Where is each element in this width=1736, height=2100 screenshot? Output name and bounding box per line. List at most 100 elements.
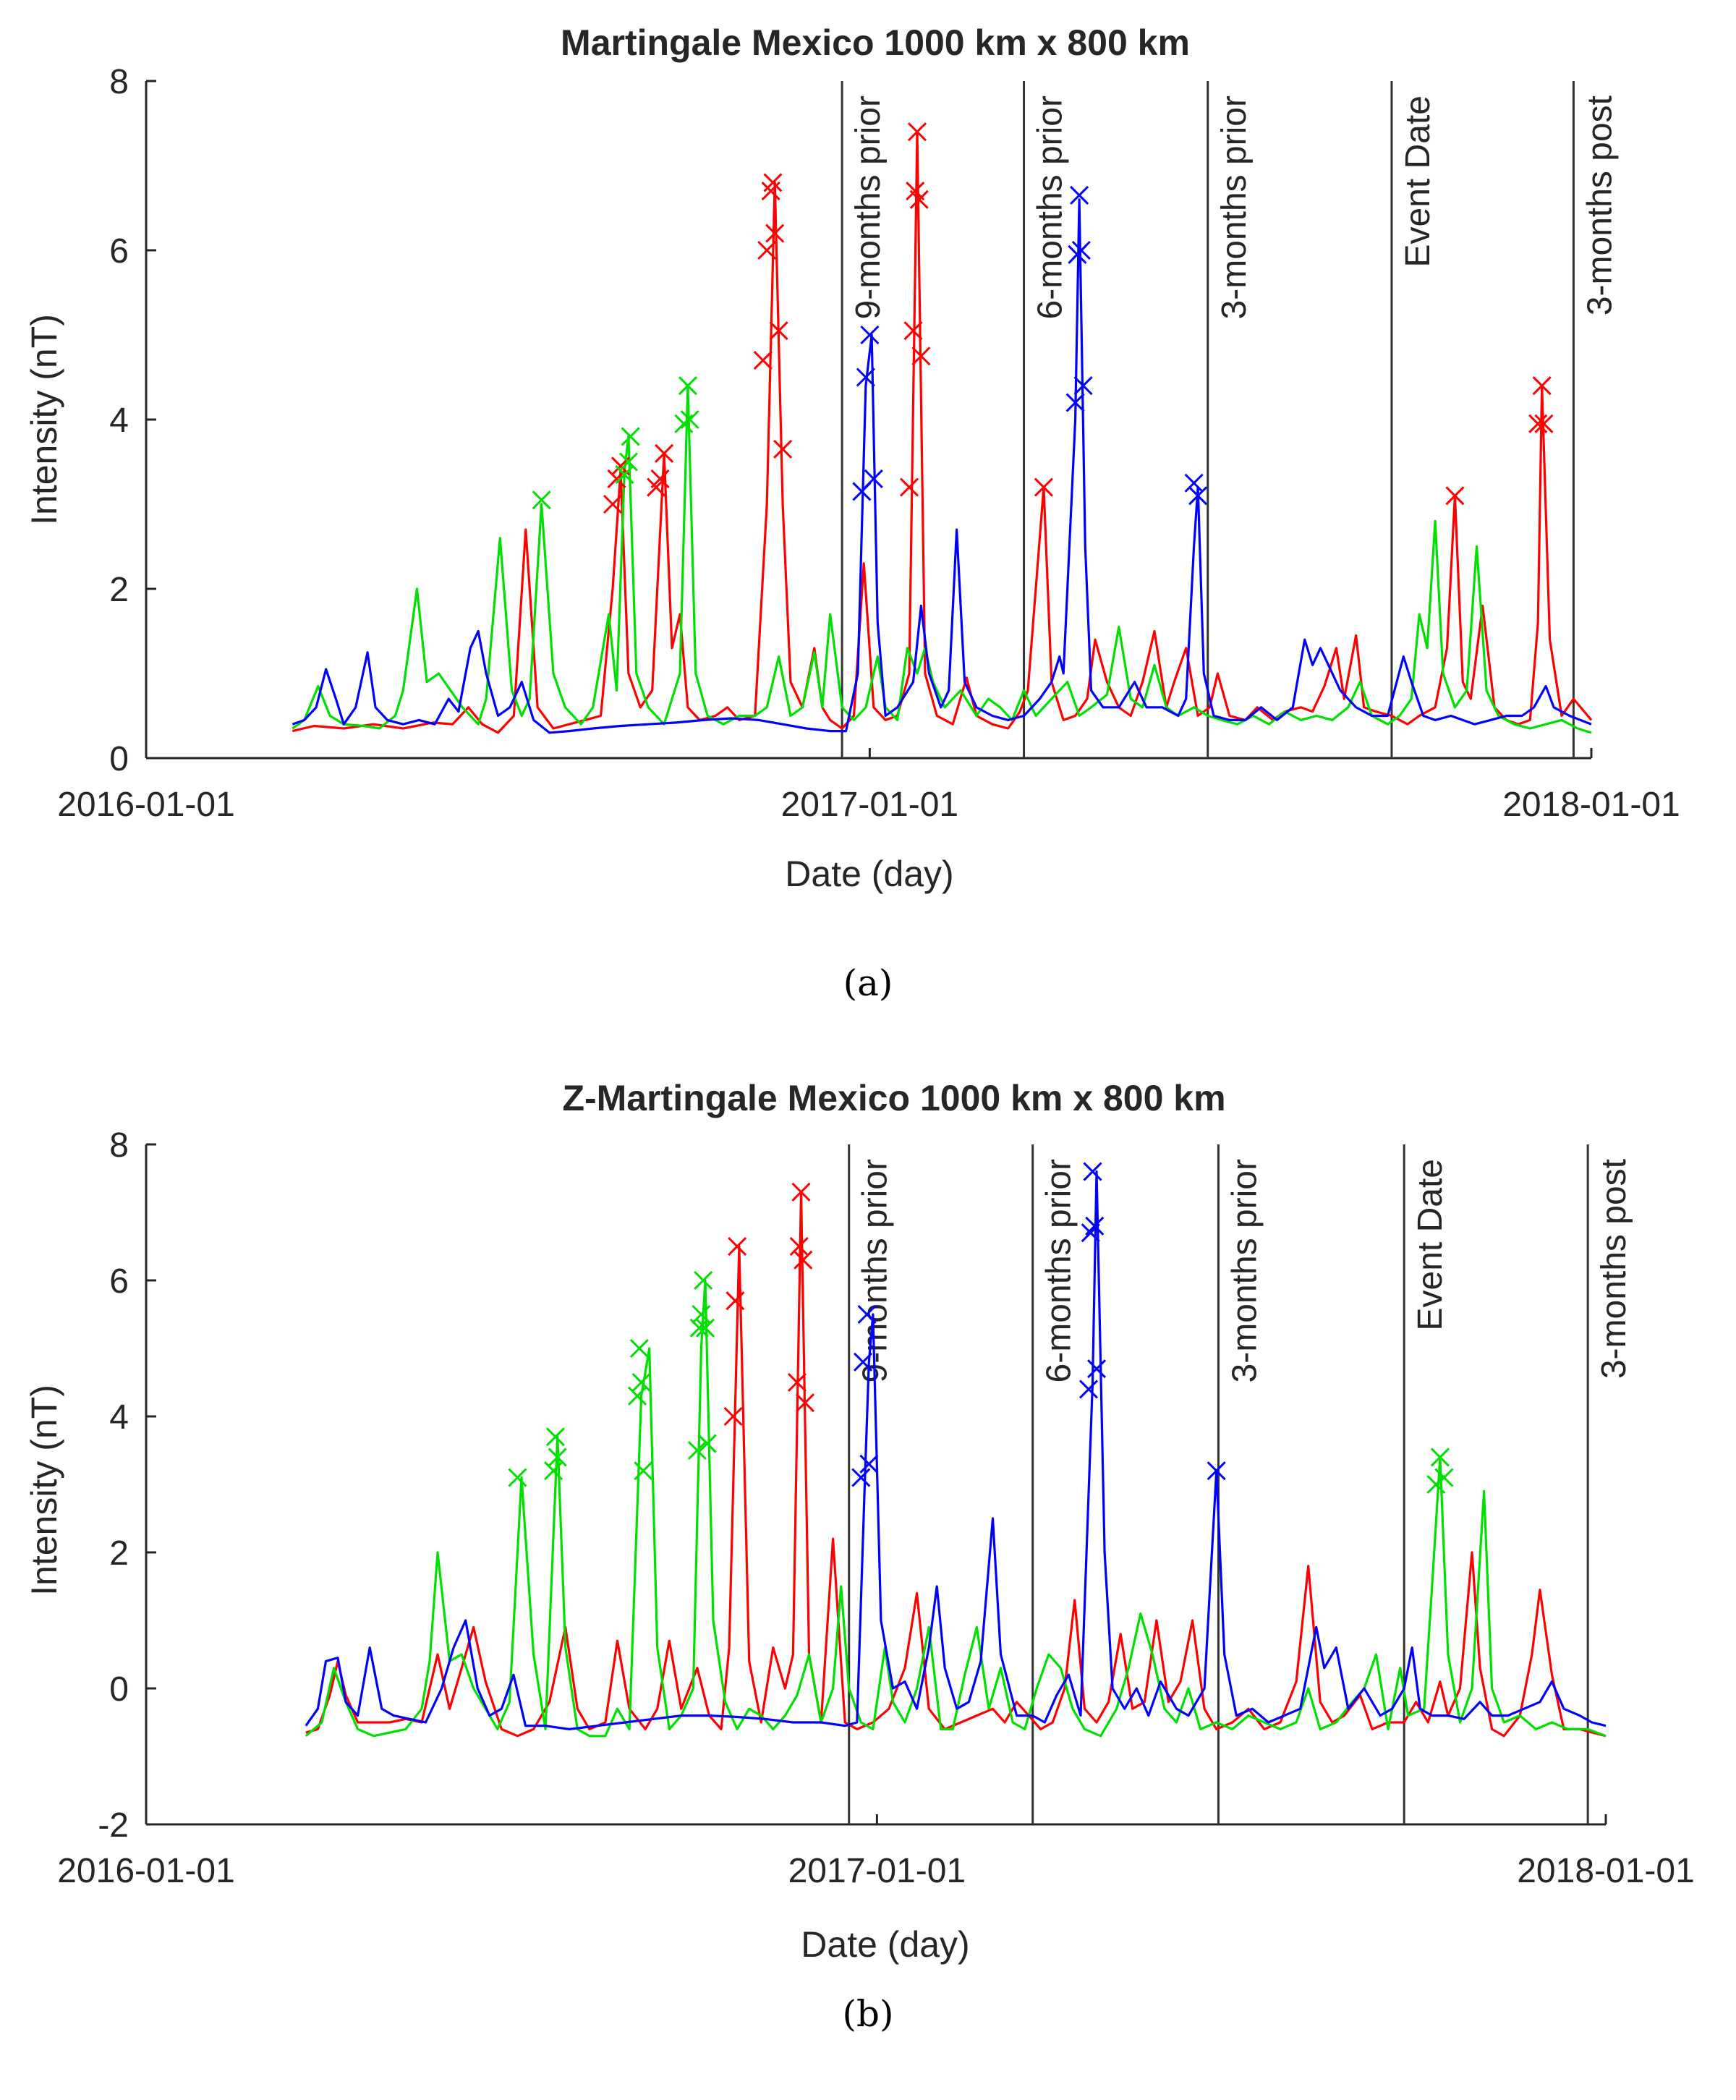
series-green-line [305,1279,1607,1738]
x-marker [793,1250,813,1270]
x-marker [697,1434,717,1453]
x-marker [650,469,670,488]
y-axis-label: Intensity (nT) [24,314,64,525]
x-marker [634,1461,653,1481]
x-marker [655,443,674,463]
x-marker [545,1427,565,1447]
x-marker [773,439,793,459]
caption-a: (a) [843,962,893,1004]
y-tick-label: 0 [109,1670,129,1709]
x-marker [1184,473,1204,493]
x-marker [791,1182,811,1202]
x-marker [1207,1461,1226,1481]
x-marker [629,1338,649,1359]
event-label: Event Date [1411,1159,1450,1330]
x-marker [618,452,638,472]
x-marker [757,240,777,260]
y-tick-label: 8 [109,63,129,101]
event-label: 6-months prior [1031,95,1070,319]
event-label: 3-months prior [1225,1159,1264,1382]
event-label: 9-months prior [856,1159,895,1382]
series-red-line [292,130,1593,734]
x-marker [1085,1216,1105,1236]
chart-title: Z-Martingale Mexico 1000 km x 800 km [562,1078,1225,1118]
y-tick-label: 4 [109,1398,129,1437]
event-label: 3-months post [1595,1159,1633,1379]
y-tick-label: 2 [109,571,129,609]
x-marker [615,464,634,485]
x-tick-label: 2018-01-01 [1517,1852,1695,1890]
x-marker [1070,185,1089,205]
x-marker [1034,477,1053,497]
x-marker [899,477,919,497]
chart-martingale: Martingale Mexico 1000 km x 800 km Inten… [24,22,1680,894]
x-marker [726,1291,745,1311]
event-label: 6-months prior [1040,1159,1078,1382]
x-marker [508,1468,527,1487]
x-marker [694,1270,713,1291]
x-marker [1188,486,1208,506]
x-marker [695,1318,715,1338]
y-tick-label: 2 [109,1534,129,1573]
x-marker [532,490,551,510]
x-marker [1065,393,1085,412]
x-marker [765,224,785,243]
x-marker [795,1393,815,1413]
event-label: 3-months prior [1215,95,1254,319]
x-marker [680,409,699,430]
x-marker [911,347,931,366]
y-tick-label: -2 [98,1806,129,1845]
x-tick-label: 2016-01-01 [57,1852,235,1890]
x-marker [909,190,929,209]
chart-z-martingale: Z-Martingale Mexico 1000 km x 800 km Int… [24,1078,1695,1965]
x-marker [857,1304,877,1325]
x-marker [789,1236,809,1257]
event-label: 3-months post [1580,95,1619,315]
x-marker [864,469,883,488]
x-marker [859,1454,879,1474]
x-marker [903,321,923,341]
x-tick-label: 2018-01-01 [1502,786,1680,824]
x-marker [1445,486,1465,506]
x-tick-label: 2017-01-01 [781,786,959,824]
x-marker [628,1386,647,1406]
x-marker [851,1468,871,1487]
series-blue-line [292,198,1592,734]
chart-title: Martingale Mexico 1000 km x 800 km [561,22,1190,63]
x-marker [769,321,788,341]
event-label: Event Date [1399,95,1437,267]
x-marker [1434,1468,1454,1487]
x-marker [603,494,623,514]
x-marker [678,376,697,396]
x-marker [856,367,875,387]
x-tick-label: 2016-01-01 [57,786,235,824]
x-marker [728,1236,747,1257]
series-blue-line [305,1170,1607,1730]
y-axis-label: Intensity (nT) [24,1385,64,1596]
x-marker [763,173,783,192]
x-axis-label: Date (day) [785,854,953,894]
x-marker [1086,1359,1107,1379]
x-axis-label: Date (day) [801,1924,969,1965]
x-marker [907,122,927,142]
y-tick-label: 8 [109,1126,129,1165]
x-marker [1078,1380,1099,1399]
x-marker [1528,414,1548,433]
x-marker [631,1372,651,1393]
x-marker [860,325,880,345]
y-tick-label: 6 [109,232,129,271]
x-marker [1073,376,1093,396]
x-marker [544,1461,563,1481]
x-marker [621,427,640,446]
x-marker [1430,1448,1450,1467]
event-label: 9-months prior [849,95,888,319]
y-tick-label: 0 [109,740,129,778]
x-tick-label: 2017-01-01 [788,1852,966,1890]
x-marker [692,1304,711,1325]
x-marker [548,1448,567,1467]
x-marker [687,1440,707,1461]
series-green-line [292,384,1592,734]
x-marker [1071,240,1091,260]
x-marker [753,351,773,370]
x-marker [1532,376,1552,396]
